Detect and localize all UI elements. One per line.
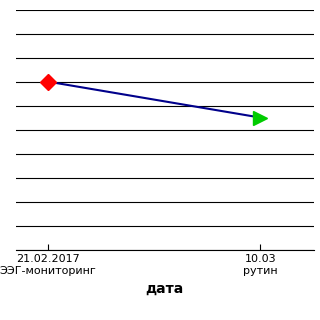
X-axis label: дата: дата <box>146 282 184 296</box>
